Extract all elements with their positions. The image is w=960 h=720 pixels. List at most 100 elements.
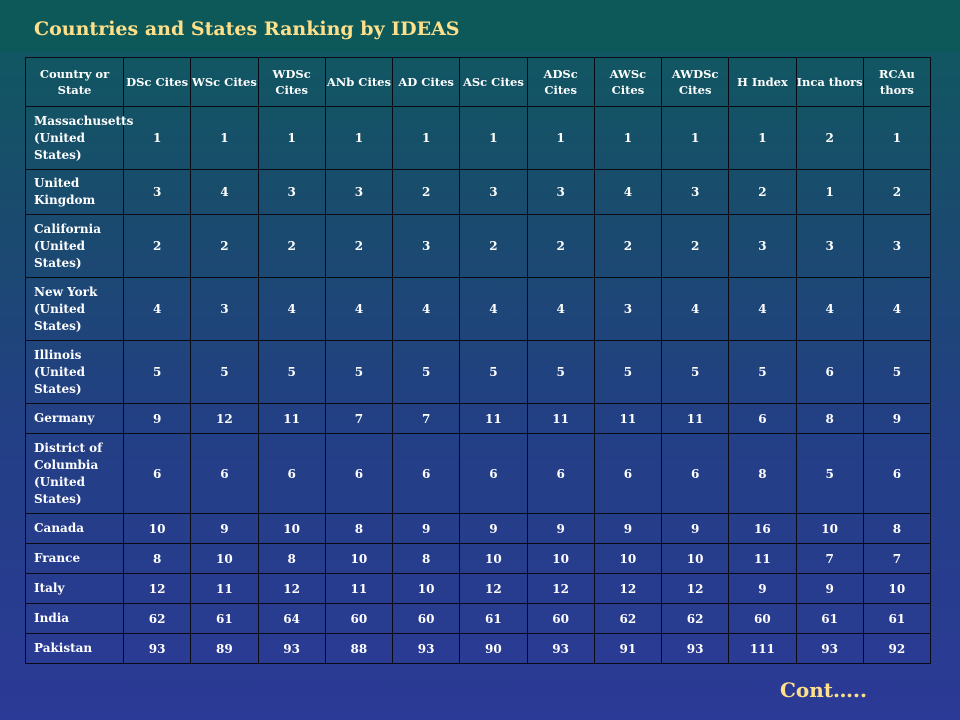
table-cell: 3	[391, 214, 461, 278]
table-cell: 90	[459, 633, 528, 664]
table-cell: 12	[257, 573, 326, 604]
table-cell: 11	[257, 403, 326, 434]
table-cell: 9	[795, 573, 864, 604]
table-cell: 9	[593, 513, 663, 544]
table-cell: 10	[660, 543, 730, 574]
table-cell: 5	[593, 340, 663, 404]
table-cell: 8	[795, 403, 864, 434]
table-cell: 4	[190, 169, 259, 215]
table-cell: 10	[122, 513, 192, 544]
row-label: India	[25, 603, 124, 634]
table-cell: 6	[391, 433, 461, 514]
table-cell: 10	[862, 573, 932, 604]
row-label: Canada	[25, 513, 124, 544]
table-cell: 2	[795, 106, 864, 170]
table-cell: 93	[795, 633, 864, 664]
table-cell: 5	[257, 340, 326, 404]
table-cell: 6	[122, 433, 192, 514]
row-label: Massachusetts (United States)	[25, 106, 133, 170]
table-cell: 3	[122, 169, 192, 215]
table-cell: 5	[190, 340, 259, 404]
column-header: AWSc Cites	[593, 57, 663, 107]
table-cell: 7	[324, 403, 394, 434]
table-cell: 9	[122, 403, 192, 434]
table-cell: 8	[324, 513, 394, 544]
row-label: Pakistan	[25, 633, 124, 664]
table-cell: 89	[190, 633, 259, 664]
ranking-table: Country or State DSc Cites WSc Cites WDS…	[25, 57, 932, 664]
table-cell: 12	[593, 573, 663, 604]
table-cell: 7	[391, 403, 461, 434]
table-cell: 1	[862, 106, 932, 170]
column-header: Inca thors	[795, 57, 864, 107]
table-cell: 6	[593, 433, 663, 514]
table-cell: 5	[862, 340, 932, 404]
column-header: ADSc Cites	[526, 57, 595, 107]
table-cell: 61	[795, 603, 864, 634]
table-cell: 8	[728, 433, 797, 514]
table-cell: 6	[324, 433, 394, 514]
table-cell: 7	[862, 543, 932, 574]
table-cell: 11	[459, 403, 528, 434]
table-cell: 4	[122, 277, 192, 341]
table-cell: 4	[257, 277, 326, 341]
title-bar	[0, 0, 960, 52]
column-header: AD Cites	[391, 57, 461, 107]
table-cell: 2	[728, 169, 797, 215]
table-row: New York (United States) 4 3 4 4 4 4 4 3 4 4 4 4	[25, 277, 932, 341]
table-cell: 6	[862, 433, 932, 514]
table-cell: 10	[391, 573, 461, 604]
table-cell: 1	[257, 106, 326, 170]
table-cell: 7	[795, 543, 864, 574]
row-label: France	[25, 543, 124, 574]
table-cell: 1	[190, 106, 259, 170]
table-cell: 8	[862, 513, 932, 544]
table-cell: 1	[526, 106, 595, 170]
table-cell: 60	[324, 603, 394, 634]
table-cell: 3	[190, 277, 259, 341]
table-cell: 2	[324, 214, 394, 278]
table-cell: 5	[391, 340, 461, 404]
table-cell: 12	[660, 573, 730, 604]
table-cell: 12	[526, 573, 595, 604]
table-cell: 1	[660, 106, 730, 170]
table-cell: 2	[593, 214, 663, 278]
column-header: Country or State	[25, 57, 124, 107]
table-row: India 62 61 64 60 60 61 60 62 62 60 61 61	[25, 603, 932, 634]
column-header: WSc Cites	[190, 57, 259, 107]
table-cell: 2	[391, 169, 461, 215]
table-cell: 93	[122, 633, 192, 664]
table-cell: 11	[593, 403, 663, 434]
table-cell: 62	[122, 603, 192, 634]
table-cell: 2	[122, 214, 192, 278]
table-cell: 12	[122, 573, 192, 604]
table-cell: 62	[660, 603, 730, 634]
table-cell: 6	[257, 433, 326, 514]
table-cell: 9	[459, 513, 528, 544]
table-cell: 8	[391, 543, 461, 574]
table-cell: 11	[728, 543, 797, 574]
table-cell: 16	[728, 513, 797, 544]
table-cell: 3	[324, 169, 394, 215]
column-header: DSc Cites	[122, 57, 192, 107]
table-cell: 61	[459, 603, 528, 634]
table-cell: 5	[660, 340, 730, 404]
table-cell: 4	[660, 277, 730, 341]
table-cell: 6	[728, 403, 797, 434]
table-cell: 93	[660, 633, 730, 664]
table-cell: 10	[526, 543, 595, 574]
table-cell: 60	[728, 603, 797, 634]
table-cell: 4	[324, 277, 394, 341]
table-cell: 1	[391, 106, 461, 170]
table-cell: 3	[862, 214, 932, 278]
table-cell: 93	[526, 633, 595, 664]
table-cell: 1	[593, 106, 663, 170]
table-cell: 3	[660, 169, 730, 215]
table-cell: 93	[391, 633, 461, 664]
table-cell: 8	[257, 543, 326, 574]
table-cell: 10	[257, 513, 326, 544]
table-cell: 4	[459, 277, 528, 341]
table-cell: 9	[862, 403, 932, 434]
table-cell: 1	[122, 106, 192, 170]
row-label: District of Columbia (United States)	[25, 433, 124, 514]
